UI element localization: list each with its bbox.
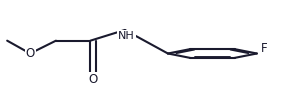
- Text: O: O: [26, 47, 35, 60]
- Text: F: F: [261, 42, 268, 55]
- Text: NH: NH: [118, 31, 135, 41]
- Text: O: O: [89, 73, 98, 86]
